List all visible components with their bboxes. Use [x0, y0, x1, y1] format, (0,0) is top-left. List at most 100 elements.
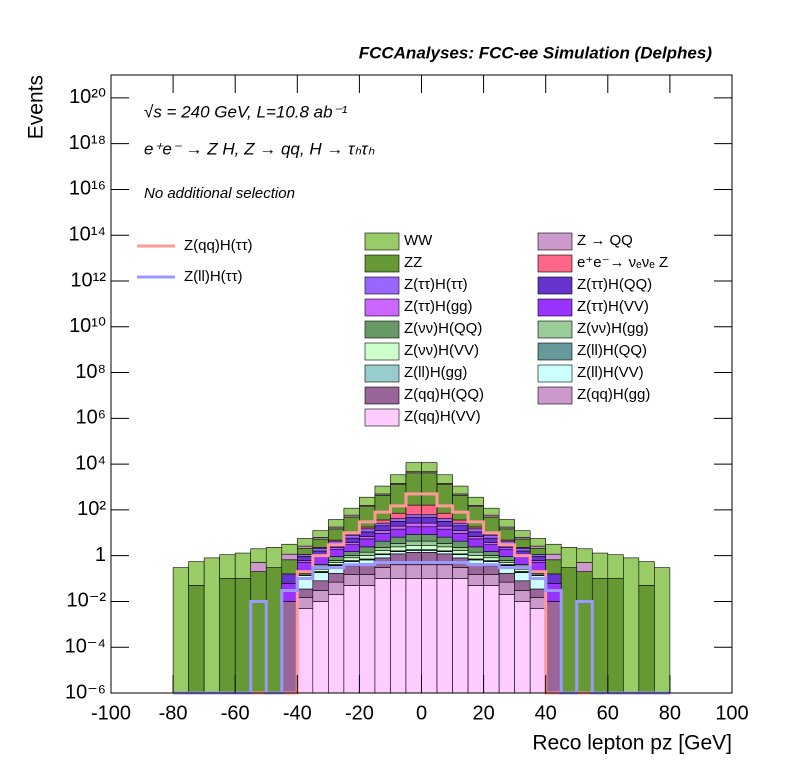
bar-segment — [281, 559, 298, 575]
bar-segment — [281, 543, 298, 555]
bar-segment — [390, 525, 407, 530]
legend-label: Z(ττ)H(QQ) — [577, 276, 652, 293]
legend-swatch — [364, 364, 400, 383]
bar-segment — [359, 506, 376, 528]
bar-segment — [452, 578, 469, 694]
legend-label: Z(qq)H(QQ) — [404, 386, 484, 403]
bar-segment — [514, 550, 531, 555]
bar-segment — [405, 504, 422, 516]
bar-segment — [390, 512, 407, 519]
legend-label: Z(ll)H(VV) — [577, 364, 644, 381]
bar-segment — [359, 574, 376, 586]
bar-segment — [436, 525, 453, 530]
bar-segment — [514, 568, 531, 572]
chart-title: FCCAnalyses: FCC-ee Simulation (Delphes) — [359, 43, 713, 62]
bar-segment — [219, 554, 236, 579]
bar-segment — [421, 564, 438, 579]
bar-segment — [312, 530, 329, 538]
legend-swatch — [364, 408, 400, 427]
bar-segment — [328, 562, 345, 565]
legend-label: Z(ll)H(ττ) — [184, 268, 243, 285]
x-tick-label: 20 — [472, 702, 494, 724]
bar-segment — [390, 528, 407, 538]
bar-segment — [359, 559, 376, 564]
legend-swatch — [537, 342, 573, 361]
bar-segment — [405, 462, 422, 472]
bar-segment — [436, 521, 453, 527]
bar-segment — [529, 545, 546, 549]
legend-label: Z → QQ — [577, 232, 633, 249]
bar-segment — [514, 538, 531, 548]
bar-segment — [343, 574, 360, 586]
bar-segment — [265, 547, 283, 568]
x-tick-label: 80 — [659, 702, 681, 724]
bar-segment — [498, 562, 515, 565]
bar-segment — [452, 533, 469, 542]
bar-segment — [436, 518, 453, 522]
bar-segment — [467, 506, 484, 528]
legend-swatch — [537, 298, 573, 317]
bar-segment — [374, 578, 391, 694]
x-tick-label: -80 — [159, 702, 188, 724]
bar-segment — [390, 474, 407, 484]
legend-swatch — [537, 386, 573, 405]
bar-segment — [359, 546, 376, 553]
x-tick-label: -100 — [91, 702, 131, 724]
bar-segment — [452, 522, 469, 527]
bar-segment — [405, 540, 422, 546]
legend-swatch — [537, 232, 573, 251]
legend-swatch — [364, 342, 400, 361]
bar-segment — [452, 550, 469, 555]
bar-segment — [296, 547, 314, 555]
bar-segment — [498, 528, 515, 541]
bar-segment — [452, 547, 469, 551]
bar-segment — [467, 555, 484, 560]
bar-segment — [436, 543, 453, 548]
bar-segment — [514, 590, 531, 602]
bar-segment — [359, 555, 376, 560]
bar-segment — [452, 554, 469, 559]
bar-segment — [281, 583, 298, 602]
bar-segment — [328, 581, 345, 595]
bar-segment — [467, 574, 484, 586]
bar-segment — [328, 572, 345, 583]
legend-swatch — [537, 364, 573, 383]
overlay-line — [173, 561, 670, 695]
bar-segment — [343, 542, 360, 546]
bar-segment — [436, 564, 453, 579]
bar-segment — [421, 545, 438, 550]
bar-segment — [452, 567, 469, 579]
bar-segment — [436, 512, 453, 519]
bar-segment — [436, 484, 453, 514]
bar-segment — [374, 485, 391, 495]
bar-segment — [498, 594, 515, 694]
bar-segment — [436, 578, 453, 694]
bar-segment — [374, 533, 391, 542]
bar-segment — [421, 578, 438, 694]
bar-segment — [359, 496, 376, 506]
bar-segment — [483, 507, 500, 516]
legend-label: Z(qq)H(VV) — [404, 408, 481, 425]
bar-segment — [529, 556, 546, 561]
bar-segment — [436, 551, 453, 555]
y-tick-label: 10⁴ — [75, 452, 106, 474]
bar-segment — [607, 554, 624, 579]
bar-segment — [374, 522, 391, 527]
bar-segment — [328, 528, 345, 541]
bar-segment — [452, 540, 469, 548]
bar-segment — [374, 550, 391, 555]
legend-swatch — [364, 298, 400, 317]
y-tick-label: 10⁸ — [75, 361, 106, 383]
bar-segment — [312, 538, 329, 548]
bar-segment — [312, 556, 329, 565]
bar-segment — [467, 546, 484, 553]
x-tick-label: -60 — [221, 702, 250, 724]
bar-segment — [467, 528, 484, 533]
bar-segment — [529, 588, 546, 598]
x-tick-label: -20 — [345, 702, 374, 724]
bar-segment — [545, 553, 562, 561]
bar-segment — [498, 556, 515, 561]
legend-swatch — [364, 276, 400, 295]
bar-segment — [467, 496, 484, 506]
bar-segment — [374, 525, 391, 532]
